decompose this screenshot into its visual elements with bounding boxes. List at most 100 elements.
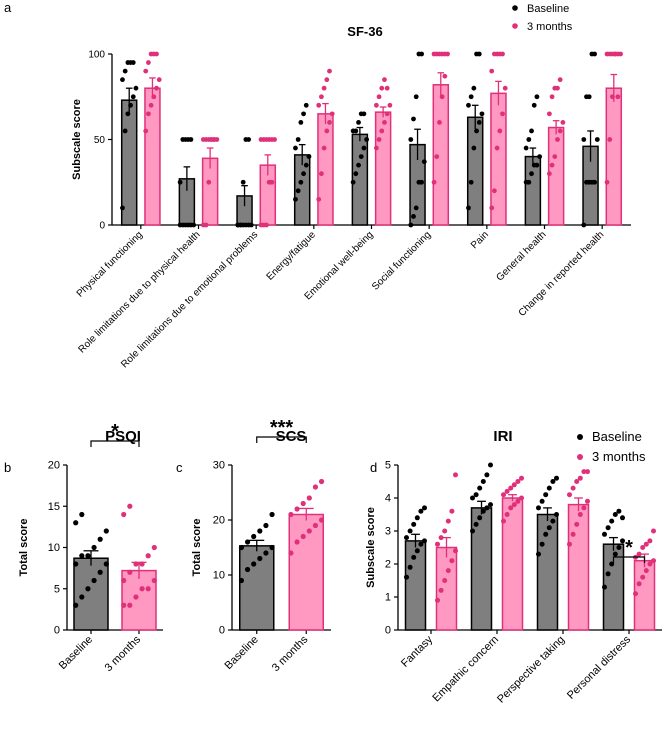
point-a-2-1-2	[264, 222, 269, 228]
significance-marker-c: ***	[270, 417, 294, 439]
point-d-0-0-11	[422, 505, 427, 511]
point-a-6-0-10	[476, 51, 482, 57]
point-a-5-0-10	[419, 51, 424, 57]
legend-label-d-0: Baseline	[592, 429, 642, 444]
point-a-3-0-3	[301, 171, 306, 177]
point-a-3-1-10	[327, 68, 332, 74]
bar-a-0-1	[144, 87, 161, 226]
point-d-1-1-7	[504, 488, 510, 494]
point-d-1-0-11	[488, 462, 493, 468]
point-a-0-0-1	[122, 128, 128, 134]
point-d-1-1-9	[511, 482, 517, 488]
point-b-1-1-7	[127, 569, 133, 575]
point-d-1-1-3	[511, 502, 517, 508]
point-a-8-1-1	[607, 137, 613, 142]
point-a-8-1-10	[615, 94, 621, 100]
point-a-5-1-2	[437, 120, 442, 125]
y-tick-label-b-10: 10	[48, 542, 60, 554]
significance-bracket-c	[256, 436, 307, 443]
point-a-8-0-10	[592, 51, 597, 57]
x-tick-label-c-0: Baseline	[223, 634, 261, 672]
point-a-4-1-0	[373, 145, 379, 151]
point-a-7-0-4	[534, 162, 540, 168]
point-c-1-1-4	[312, 522, 319, 529]
point-d-2-0-2	[543, 531, 549, 537]
point-b-0-0-6	[73, 561, 79, 567]
point-d-3-1-4	[647, 561, 653, 567]
point-c-1-1-6	[288, 511, 294, 518]
point-a-0-0-7	[122, 68, 128, 74]
point-a-8-0-4	[592, 179, 597, 185]
point-b-0-0-12	[73, 520, 79, 526]
point-a-8-0-0	[581, 222, 587, 228]
point-b-1-1-13	[127, 503, 133, 509]
point-d-3-0-8	[609, 518, 615, 524]
point-d-3-1-0	[633, 591, 638, 597]
point-a-0-0-3	[128, 102, 133, 108]
point-a-4-1-9	[382, 77, 387, 83]
point-a-7-0-7	[526, 137, 532, 142]
point-a-6-0-8	[471, 85, 477, 91]
point-a-6-0-3	[474, 128, 479, 134]
point-c-0-0-2	[251, 561, 257, 567]
point-d-1-1-4	[515, 498, 521, 504]
y-tick-label-d-3: 3	[385, 526, 391, 538]
point-a-3-0-6	[293, 145, 298, 151]
point-b-1-1-5	[151, 577, 157, 584]
point-a-5-0-5	[421, 159, 427, 165]
point-a-8-0-6	[581, 137, 587, 142]
point-a-5-0-1	[411, 214, 416, 219]
point-a-2-1-4	[269, 179, 275, 185]
point-a-7-0-1	[526, 179, 532, 185]
point-d-3-1-9	[643, 541, 649, 547]
point-a-4-0-7	[353, 128, 359, 134]
point-d-1-0-8	[477, 485, 483, 491]
point-a-0-0-6	[120, 77, 125, 83]
point-d-3-0-5	[620, 538, 625, 544]
y-tick-label-a-50: 50	[94, 135, 106, 146]
point-b-1-1-12	[121, 511, 127, 518]
point-a-3-1-3	[324, 128, 330, 134]
point-a-3-0-2	[298, 179, 304, 185]
bar-d-2-0	[536, 513, 559, 631]
point-d-0-0-2	[411, 554, 417, 560]
point-a-7-1-9	[555, 85, 560, 91]
point-d-1-1-2	[508, 505, 514, 511]
point-d-3-1-3	[643, 568, 649, 574]
point-d-1-0-4	[484, 505, 490, 511]
point-d-2-1-3	[577, 512, 583, 517]
point-d-3-1-5	[651, 558, 656, 564]
point-a-6-0-4	[476, 120, 482, 125]
point-a-0-0-4	[130, 94, 136, 100]
y-tick-label-b-0: 0	[54, 625, 60, 637]
point-d-1-1-1	[504, 512, 510, 517]
point-a-7-1-2	[552, 154, 558, 160]
point-c-0-0-9	[257, 528, 263, 534]
bar-c-1-1	[288, 513, 324, 631]
point-d-1-0-1	[473, 521, 479, 527]
point-d-0-1-6	[435, 541, 440, 547]
point-a-4-0-8	[356, 120, 361, 125]
point-a-0-0-10	[130, 60, 136, 65]
point-b-0-0-13	[79, 511, 85, 518]
bar-b-1-1	[121, 569, 157, 631]
point-a-0-1-6	[143, 68, 149, 74]
point-a-5-1-4	[442, 73, 448, 79]
x-tick-label-d-0: Fantasy	[399, 633, 436, 670]
point-d-3-1-11	[651, 528, 656, 534]
point-b-0-0-4	[97, 569, 103, 575]
point-a-6-0-6	[466, 102, 471, 108]
point-a-7-0-2	[529, 171, 534, 177]
point-a-5-1-3	[439, 94, 445, 100]
y-axis-title-d: Subscale score	[365, 507, 377, 588]
point-a-5-0-6	[408, 137, 414, 142]
point-b-0-0-3	[91, 577, 97, 584]
point-c-1-1-11	[318, 478, 325, 485]
panel-letter-c: c	[176, 460, 183, 475]
y-tick-label-c-30: 30	[213, 460, 225, 472]
y-tick-label-a-0: 0	[99, 221, 105, 232]
point-a-4-1-7	[376, 94, 382, 100]
point-d-2-1-8	[574, 479, 580, 484]
point-a-3-0-7	[295, 137, 301, 142]
